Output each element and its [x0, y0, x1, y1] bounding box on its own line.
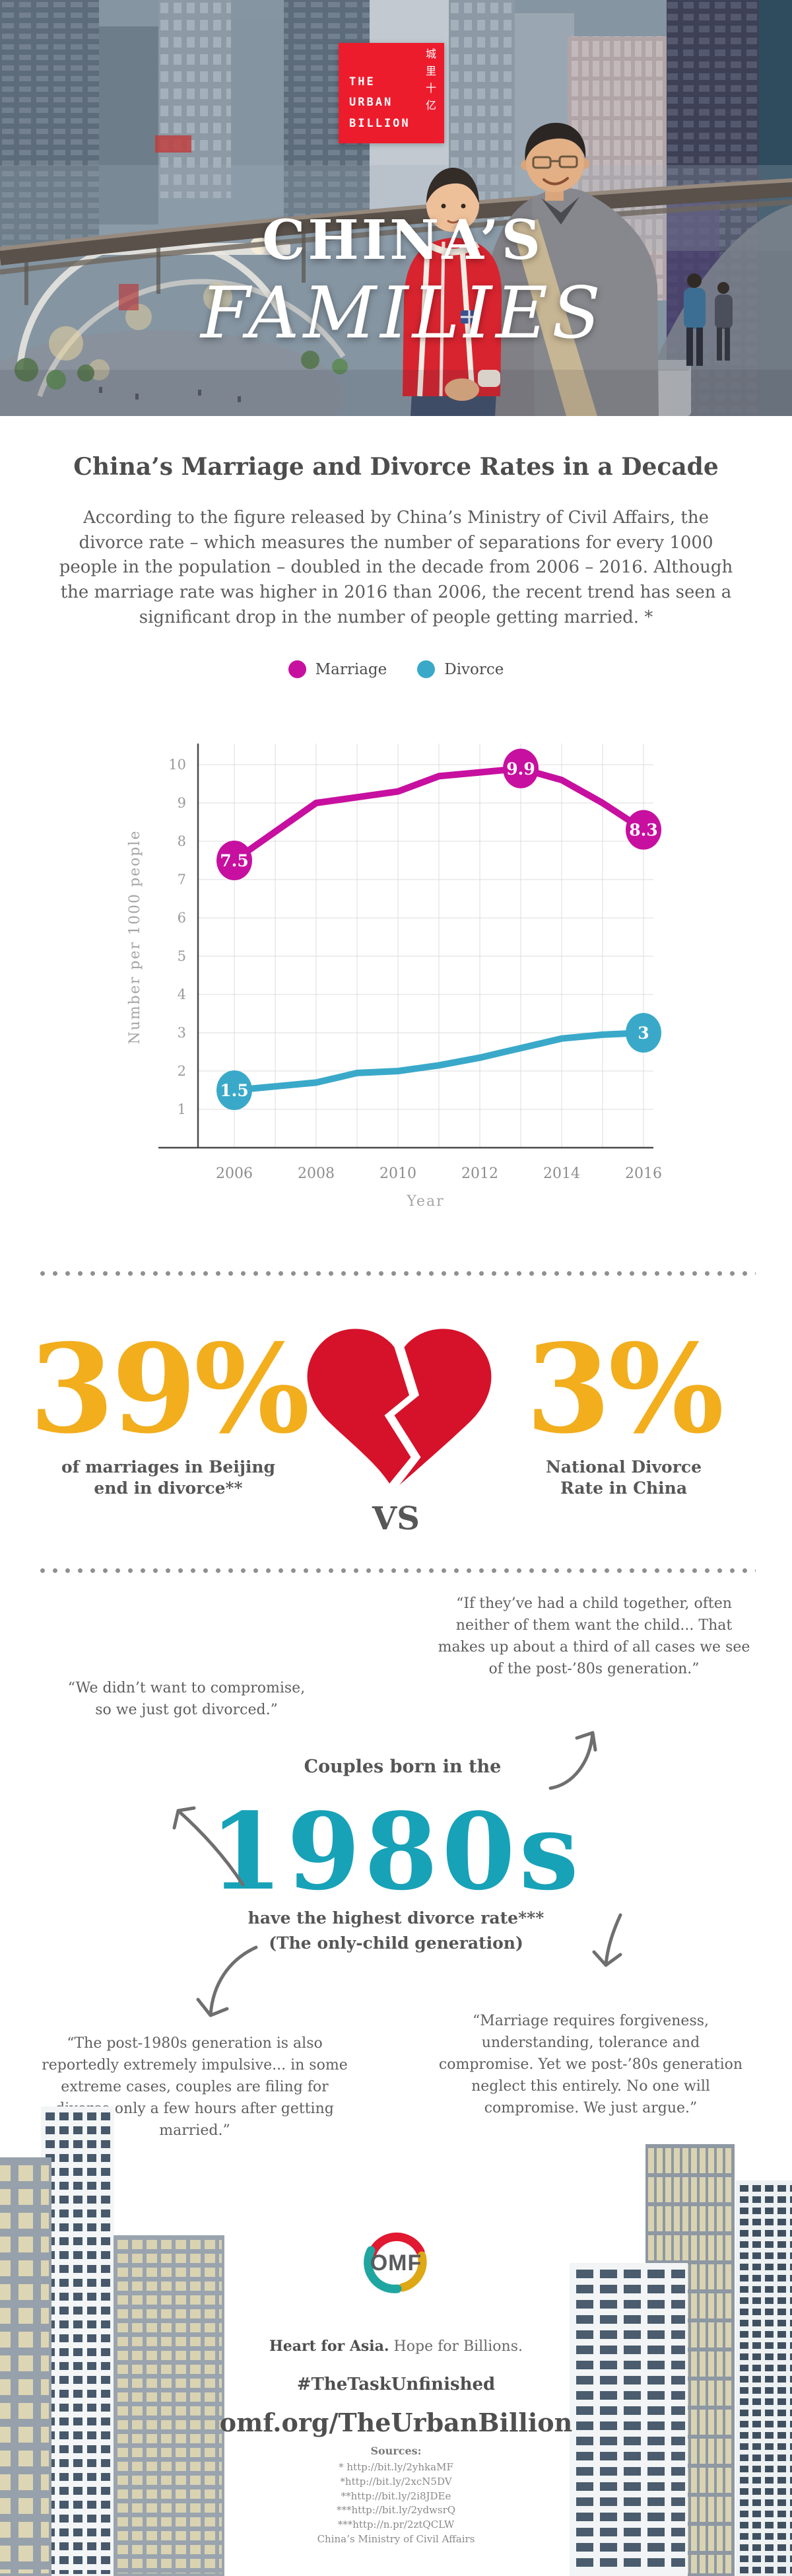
dotted-divider-bottom	[36, 1568, 756, 1574]
svg-text:2: 2	[178, 1063, 186, 1079]
generation-sub-line2: (The only-child generation)	[269, 1933, 523, 1953]
svg-text:2006: 2006	[216, 1166, 253, 1182]
quote-bottom-left: “The post-1980s generation is also repor…	[42, 2035, 348, 2139]
svg-text:Year: Year	[406, 1193, 444, 1210]
quote-bottom-right: “Marriage requires forgiveness, understa…	[438, 2013, 743, 2116]
generation-big-text: 1980s	[209, 1790, 583, 1914]
svg-text:9: 9	[178, 795, 186, 811]
svg-text:10: 10	[168, 757, 186, 773]
footer-hashtag: #TheTaskUnfinished	[296, 2375, 496, 2394]
legend-item-divorce: Divorce	[417, 660, 504, 678]
divorce-dot-icon	[417, 660, 436, 678]
svg-text:3: 3	[178, 1025, 186, 1041]
urban-billion-logo-text: THE URBAN BILLION	[349, 75, 411, 130]
source-line: **http://bit.ly/2i8JDEe	[341, 2489, 451, 2502]
urban-billion-logo-chinese: 城里十亿	[424, 48, 436, 117]
hero-title-line2: FAMILIES	[201, 272, 605, 355]
arrow-up-left-icon	[165, 1801, 248, 1890]
rates-chart: 1 2 3 4 5 6 7 8 9 10 2006 2008 2010 2012 2014 2016 Year N…	[127, 744, 662, 1210]
legend-item-marriage: Marriage	[288, 660, 387, 678]
marriage-dot-icon	[288, 660, 306, 678]
sources-list: * http://bit.ly/2yhkaMF *http://bit.ly/2…	[0, 2460, 792, 2547]
building-left-wide-gray	[114, 2235, 224, 2576]
sources-heading: Sources:	[370, 2445, 422, 2457]
quote-top-right: “If they’ve had a child together, often …	[438, 1595, 750, 1677]
svg-text:3: 3	[638, 1024, 649, 1043]
stat-beijing-divorce: 39% of marriages in Beijing end in divor…	[13, 1317, 323, 1500]
building-left-gray	[0, 2157, 51, 2576]
source-line: ***http://bit.ly/2ydwsrQ	[336, 2504, 456, 2517]
svg-text:2012: 2012	[461, 1166, 498, 1182]
stat-left-label: of marriages in Beijing end in divorce**	[61, 1457, 276, 1498]
generation-sub-line1: have the highest divorce rate***	[248, 1908, 544, 1928]
chart-legend: Marriage Divorce	[0, 660, 792, 678]
intro-paragraph: According to the figure released by Chin…	[59, 508, 733, 627]
omf-logo-text: OMF	[370, 2250, 422, 2276]
section-heading: China’s Marriage and Divorce Rates in a …	[73, 453, 719, 481]
arrow-down-icon	[586, 1912, 627, 1978]
source-line: *http://bit.ly/2xcN5DV	[340, 2475, 452, 2488]
dotted-divider-top	[36, 1271, 756, 1276]
stat-left-value: 39%	[29, 1317, 310, 1461]
arrow-down-left-icon	[191, 1944, 264, 2027]
svg-text:9.9: 9.9	[506, 759, 535, 779]
svg-text:1: 1	[178, 1101, 186, 1117]
building-left-white	[41, 2106, 114, 2576]
stat-right-label: National Divorce Rate in China	[545, 1457, 702, 1498]
svg-text:8.3: 8.3	[629, 821, 658, 840]
svg-text:2014: 2014	[543, 1166, 580, 1182]
building-right-wide-white	[570, 2263, 688, 2576]
hero-photo: THE URBAN BILLION 城里十亿 CHINA’S FAMILIES	[0, 0, 792, 416]
svg-text:5: 5	[178, 948, 186, 964]
svg-text:7: 7	[178, 872, 186, 888]
urban-billion-logo: THE URBAN BILLION 城里十亿	[339, 43, 444, 143]
svg-text:Number per 1000 people: Number per 1000 people	[127, 830, 143, 1045]
svg-text:7.5: 7.5	[220, 851, 249, 870]
footer-tagline: Heart for Asia. Hope for Billions.	[269, 2338, 523, 2355]
svg-text:4: 4	[178, 987, 186, 1002]
footer-url: omf.org/TheUrbanBillion	[219, 2408, 573, 2437]
stat-right-value: 3%	[525, 1317, 725, 1461]
svg-text:2016: 2016	[625, 1166, 662, 1182]
svg-text:6: 6	[178, 910, 186, 926]
source-line: ***http://n.pr/2ztQCLW	[337, 2519, 455, 2530]
legend-label-marriage: Marriage	[315, 660, 387, 678]
source-line: China’s Ministry of Civil Affairs	[317, 2532, 475, 2545]
svg-text:2008: 2008	[298, 1166, 335, 1182]
quote-left: “We didn’t want to compromise, so we jus…	[67, 1680, 306, 1718]
marriage-divorce-line-chart: 1 2 3 4 5 6 7 8 9 10 2006 2008 2010 2012 2014 2016 Year N…	[122, 718, 670, 1215]
stat-national-divorce: 3% National Divorce Rate in China	[469, 1317, 779, 1500]
svg-text:2010: 2010	[380, 1166, 416, 1182]
broken-heart-icon	[297, 1319, 495, 1490]
vs-label: VS	[372, 1500, 420, 1537]
source-line: * http://bit.ly/2yhkaMF	[339, 2461, 453, 2473]
hero-title-line1: CHINA’S	[262, 209, 543, 272]
legend-label-divorce: Divorce	[444, 660, 504, 678]
svg-text:1.5: 1.5	[220, 1081, 249, 1100]
building-far-right-white	[736, 2180, 792, 2576]
arrow-up-right-icon	[546, 1723, 599, 1795]
svg-text:8: 8	[178, 833, 186, 849]
omf-logo: OMF	[356, 2221, 436, 2301]
generation-lead-in: Couples born in the	[304, 1757, 502, 1777]
